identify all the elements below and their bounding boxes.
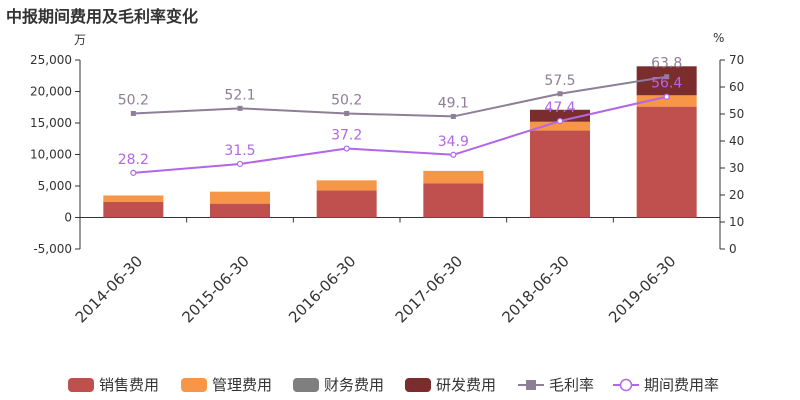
bar-sales (423, 183, 484, 218)
y-right-tick-label: 50 (729, 107, 744, 121)
legend-label-sales: 销售费用 (99, 376, 160, 394)
y-right-tick-label: 60 (729, 80, 744, 94)
y-right-tick-label: 20 (729, 188, 744, 202)
data-label-gross-margin: 57.5 (544, 73, 575, 89)
point-gross-margin (450, 113, 456, 119)
y-left-tick-label: 20,000 (30, 85, 72, 99)
bar-sales (316, 190, 377, 218)
bar-admin (423, 170, 484, 184)
data-label-expense-rate: 28.2 (118, 152, 149, 168)
x-tick-label: 2018-06-30 (498, 252, 572, 326)
data-label-expense-rate: 34.9 (438, 134, 469, 150)
y-left-tick-label: 0 (64, 211, 72, 225)
point-expense-rate (236, 160, 244, 168)
legend-label-rd: 研发费用 (436, 376, 497, 394)
legend-item-gross-margin[interactable]: 毛利率 (518, 374, 594, 395)
point-expense-rate (663, 93, 670, 100)
data-label-gross-margin: 50.2 (331, 92, 362, 108)
point-expense-rate (450, 151, 457, 158)
point-gross-margin (237, 105, 243, 111)
bar-admin (530, 121, 590, 131)
data-label-gross-margin: 63.8 (651, 56, 682, 72)
point-gross-margin (344, 110, 350, 116)
x-tick-label: 2015-06-30 (178, 252, 252, 326)
legend-item-expense-rate[interactable]: 期间费用率 (613, 374, 719, 395)
line-expense-rate (133, 95, 667, 174)
bar-sales (636, 106, 697, 218)
bar-rd (530, 109, 590, 122)
legend-swatch-sales (68, 377, 94, 392)
point-expense-rate (343, 145, 350, 152)
legend-line-icon-expense-rate (613, 378, 639, 391)
legend-swatch-rd (405, 377, 431, 392)
y-left-tick-label: -5,000 (33, 242, 72, 256)
y-right-tick-label: 10 (729, 215, 744, 229)
legend-label-admin: 管理费用 (212, 376, 273, 394)
data-label-expense-rate: 56.4 (651, 76, 682, 92)
point-expense-rate (556, 117, 564, 125)
y-left-tick-label: 15,000 (30, 116, 72, 130)
data-label-gross-margin: 52.1 (224, 87, 255, 103)
data-label-gross-margin: 50.2 (118, 92, 149, 108)
bar-sales (210, 203, 270, 218)
legend-line-icon-gross-margin (518, 379, 544, 390)
legend-item-sales[interactable]: 销售费用 (68, 374, 159, 395)
legend-item-rd[interactable]: 研发费用 (405, 374, 496, 395)
x-tick-label: 2016-06-30 (285, 252, 359, 326)
y-right-tick-label: 0 (729, 242, 737, 256)
legend-label-gross-margin: 毛利率 (549, 376, 595, 394)
chart-plot: -5,000 0 5,000 10,000 15,000 20,000 25,000 0 10 2… (30, 53, 744, 326)
y-right-tick-label: 70 (729, 53, 744, 67)
x-tick-label: 2019-06-30 (605, 252, 679, 326)
line-gross-margin (133, 75, 667, 118)
x-tick-label: 2017-06-30 (392, 252, 466, 326)
y-left-tick-label: 5,000 (38, 179, 72, 193)
point-gross-margin (557, 91, 563, 97)
bar-admin (316, 180, 377, 191)
point-gross-margin (130, 110, 136, 116)
chart-legend: 销售费用 管理费用 财务费用 研发费用 毛利率 期间费用率 (0, 372, 800, 398)
bar-admin (636, 95, 697, 107)
data-label-expense-rate: 31.5 (224, 143, 255, 159)
legend-swatch-finance (293, 377, 319, 392)
bar-admin (103, 195, 164, 202)
legend-label-finance: 财务费用 (324, 376, 385, 394)
bar-sales (530, 130, 590, 218)
chart-title: 中报期间费用及毛利率变化 (6, 7, 199, 26)
legend-label-expense-rate: 期间费用率 (644, 376, 720, 394)
right-axis-unit: % (713, 31, 725, 45)
legend-item-admin[interactable]: 管理费用 (181, 374, 272, 395)
bar-sales (103, 201, 164, 218)
point-expense-rate (130, 169, 137, 176)
x-tick-label: 2014-06-30 (72, 252, 146, 326)
left-axis-unit: 万 (74, 33, 87, 47)
data-label-expense-rate: 47.4 (544, 100, 575, 116)
bar-admin (210, 191, 270, 204)
y-left-tick-label: 25,000 (30, 53, 72, 67)
point-gross-margin (664, 74, 670, 80)
y-right-tick-label: 30 (729, 161, 744, 175)
data-label-expense-rate: 37.2 (331, 128, 362, 144)
y-left-tick-label: 10,000 (30, 148, 72, 162)
data-label-gross-margin: 49.1 (438, 95, 469, 111)
y-right-tick-label: 40 (729, 134, 744, 148)
legend-swatch-admin (181, 377, 207, 392)
legend-item-finance[interactable]: 财务费用 (293, 374, 384, 395)
